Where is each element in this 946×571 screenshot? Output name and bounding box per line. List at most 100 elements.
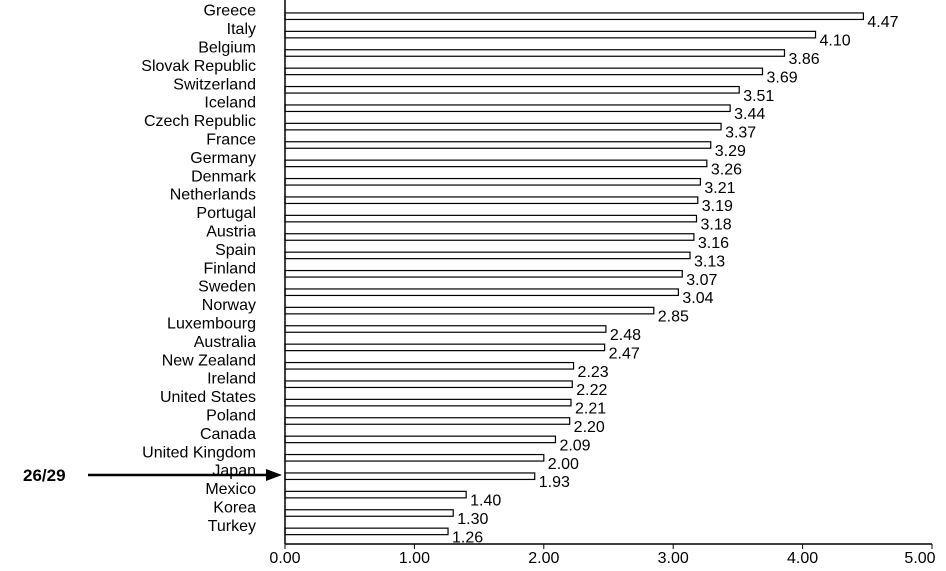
rank-arrow-head [266,469,282,481]
bar-greece [284,12,865,21]
bar-turkey [284,527,449,536]
country-label: Portugal [196,205,256,222]
value-label: 2.09 [559,437,590,454]
x-tick-label: 1.00 [399,550,430,567]
rank-annotation-text: 26/29 [23,466,66,485]
country-label: Finland [204,260,256,277]
value-label: 2.21 [575,401,606,418]
country-label: Switzerland [173,76,256,93]
bar-slovak-republic [284,67,764,76]
country-label: Luxembourg [167,316,256,333]
bar-netherlands [284,196,699,205]
country-label: Iceland [204,95,256,112]
bar-finland [284,269,683,278]
value-label: 3.07 [686,272,717,289]
x-ticks-group: 0.00 1.00 2.00 3.00 4.00 5.00 [269,544,936,567]
country-label: Belgium [198,40,256,57]
country-label: Austria [206,224,256,241]
bar-united-kingdom [284,453,545,462]
bars-group [284,12,865,536]
country-label: New Zealand [162,352,256,369]
bar-germany [284,159,708,168]
value-label: 3.26 [711,161,742,178]
country-label: Japan [212,463,256,480]
country-label: Denmark [191,168,257,185]
value-label: 1.26 [452,529,483,546]
bar-norway [284,306,655,315]
value-label: 2.20 [574,419,605,436]
bar-united-states [284,398,572,407]
bar-sweden [284,288,679,297]
value-label: 3.21 [704,180,735,197]
bar-belgium [284,49,786,57]
value-label: 3.44 [734,106,765,123]
value-label: 3.13 [694,253,725,270]
value-label: 1.40 [470,493,501,510]
value-label: 1.93 [539,474,570,491]
value-label: 4.10 [820,33,851,50]
country-label: Sweden [198,279,256,296]
value-label: 2.47 [609,345,640,362]
value-labels-group: 4.47 4.103.863.69 3.513.44 3.373.293.26 3.21… [452,14,899,546]
x-tick-label: 3.00 [658,550,689,567]
value-label: 3.51 [743,88,774,105]
country-label: Australia [194,334,256,351]
bar-denmark [284,177,701,186]
bar-switzerland [284,85,740,94]
value-label: 4.47 [867,14,898,31]
value-label: 2.85 [658,309,689,326]
x-tick-label: 5.00 [904,550,935,567]
bar-portugal [284,214,698,223]
bar-japan [284,472,536,481]
bar-new-zealand [284,361,575,370]
value-label: 3.16 [698,235,729,252]
country-label: Ireland [207,371,256,388]
country-label: Poland [206,408,256,425]
value-label: 3.04 [682,290,713,307]
country-label: Korea [213,500,256,517]
bar-czech-republic [284,122,722,131]
country-label: Czech Republic [144,113,256,130]
bar-luxembourg [284,325,607,333]
value-label: 2.48 [610,327,641,344]
value-label: 2.00 [548,456,579,473]
bar-italy [284,30,817,39]
bar-korea [284,509,454,517]
country-label: Norway [202,297,256,314]
rank-annotation: 26/29 [23,466,282,485]
value-label: 2.22 [576,382,607,399]
bar-france [284,141,712,149]
bar-austria [284,233,695,241]
value-label: 3.86 [788,51,819,68]
country-label: Spain [215,242,256,259]
country-label: Mexico [205,481,256,498]
bar-australia [284,343,606,352]
value-label: 3.18 [700,217,731,234]
bar-iceland [284,104,731,113]
country-label: Germany [190,150,256,167]
value-label: 3.29 [715,143,746,160]
bar-poland [284,417,571,425]
country-label: Greece [204,3,257,20]
bar-ireland [284,380,573,389]
x-tick-label: 2.00 [528,550,559,567]
country-label: Netherlands [170,187,256,204]
bar-spain [284,251,691,260]
country-label: Turkey [208,518,256,535]
country-label: Canada [200,426,256,443]
country-label: France [206,132,256,149]
value-label: 3.69 [766,69,797,86]
country-label: Italy [227,21,256,38]
value-label: 2.23 [578,364,609,381]
value-label: 3.37 [725,125,756,142]
x-tick-label: 4.00 [787,550,818,567]
value-label: 3.19 [702,198,733,215]
x-tick-label: 0.00 [269,550,300,567]
country-label: United States [160,389,256,406]
value-label: 1.30 [457,511,488,528]
country-label: United Kingdom [142,444,256,461]
bar-mexico [284,490,467,499]
bar-canada [284,435,557,444]
